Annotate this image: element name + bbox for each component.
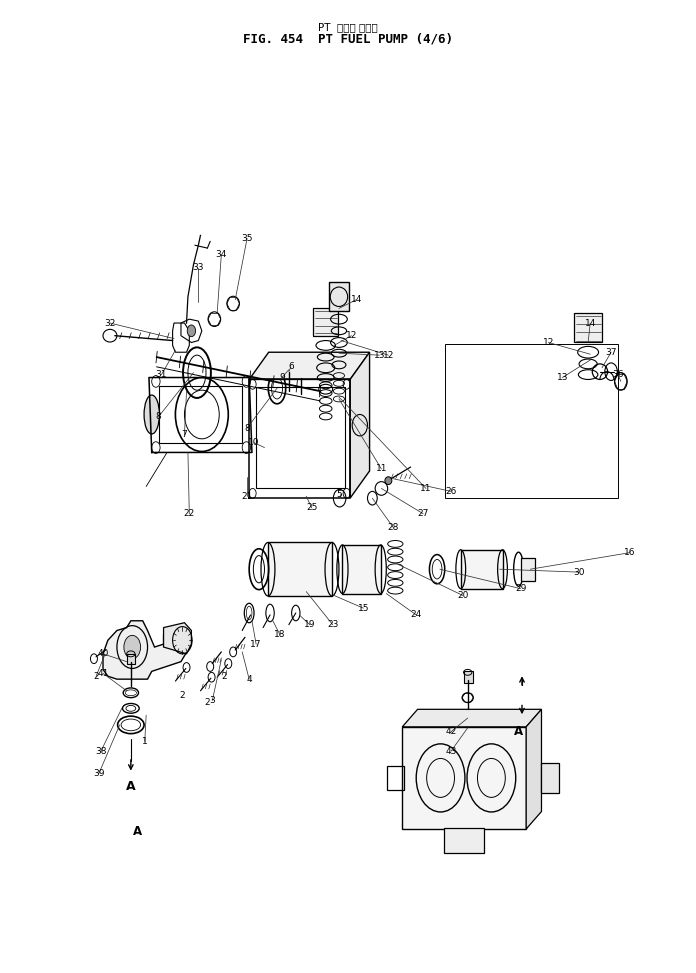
Bar: [541, 763, 559, 792]
Text: 14: 14: [351, 295, 362, 305]
Bar: [444, 828, 484, 853]
Text: 5: 5: [337, 489, 342, 499]
Text: 27: 27: [418, 509, 429, 519]
Text: 22: 22: [184, 509, 195, 519]
Polygon shape: [402, 709, 541, 727]
Text: 2: 2: [180, 691, 185, 701]
Bar: [256, 387, 345, 488]
Bar: [342, 545, 381, 594]
Text: 31: 31: [156, 370, 167, 379]
Text: 4: 4: [246, 674, 252, 684]
Polygon shape: [350, 352, 370, 498]
Text: A: A: [133, 825, 143, 839]
Text: 15: 15: [358, 603, 369, 613]
Circle shape: [187, 325, 196, 337]
Polygon shape: [526, 709, 541, 829]
Text: A: A: [126, 779, 136, 793]
Text: 30: 30: [574, 567, 585, 577]
Text: 13: 13: [557, 373, 568, 382]
Text: 8: 8: [156, 412, 161, 421]
Text: 37: 37: [606, 347, 617, 357]
Text: 43: 43: [445, 746, 457, 756]
Text: 42: 42: [445, 727, 457, 737]
Text: 28: 28: [388, 523, 399, 532]
Text: 33: 33: [193, 263, 204, 272]
Text: 21: 21: [242, 491, 253, 501]
Bar: [402, 727, 526, 829]
Ellipse shape: [144, 395, 159, 434]
Text: 19: 19: [304, 620, 315, 630]
Bar: [521, 558, 535, 581]
Bar: [313, 308, 338, 336]
Text: 17: 17: [251, 639, 262, 649]
Text: 35: 35: [242, 234, 253, 243]
Text: 20: 20: [457, 591, 468, 600]
Text: 26: 26: [445, 486, 457, 496]
Text: 23: 23: [327, 620, 338, 630]
Text: 29: 29: [515, 584, 526, 594]
Text: 36: 36: [612, 370, 624, 379]
Polygon shape: [164, 623, 191, 654]
Text: 12: 12: [383, 350, 394, 360]
Text: PT  フェル ボンプ: PT フェル ボンプ: [318, 22, 378, 32]
Ellipse shape: [297, 372, 304, 379]
Text: 40: 40: [97, 649, 109, 659]
Text: A: A: [514, 725, 523, 739]
Bar: [464, 671, 473, 683]
Text: 12: 12: [543, 338, 554, 347]
Ellipse shape: [385, 477, 392, 485]
Bar: [127, 654, 135, 664]
Bar: [445, 344, 618, 498]
Text: 25: 25: [306, 503, 317, 513]
Text: 32: 32: [104, 318, 116, 328]
Ellipse shape: [285, 366, 292, 374]
Text: 7: 7: [182, 430, 187, 440]
Text: 8: 8: [244, 423, 250, 433]
Text: 2: 2: [93, 671, 99, 681]
Bar: [159, 386, 242, 443]
Text: 41: 41: [97, 668, 109, 678]
Text: 24: 24: [411, 610, 422, 620]
Text: 38: 38: [95, 746, 106, 756]
Text: 10: 10: [248, 438, 260, 448]
Text: 2: 2: [221, 671, 227, 681]
Text: 14: 14: [585, 318, 596, 328]
Text: 2: 2: [205, 698, 210, 707]
Polygon shape: [103, 621, 191, 679]
Polygon shape: [249, 352, 370, 379]
Text: 11: 11: [420, 484, 432, 493]
Text: 1: 1: [142, 737, 148, 746]
Text: 39: 39: [93, 769, 104, 778]
Text: 16: 16: [624, 548, 635, 558]
Text: 11: 11: [376, 464, 387, 474]
Bar: [329, 282, 349, 311]
Text: FIG. 454  PT FUEL PUMP (4/6): FIG. 454 PT FUEL PUMP (4/6): [243, 32, 453, 46]
Text: 12: 12: [346, 331, 357, 341]
Bar: [461, 550, 503, 589]
Text: 6: 6: [288, 362, 294, 372]
Text: 9: 9: [279, 373, 285, 382]
Circle shape: [124, 635, 141, 659]
Text: 13: 13: [374, 350, 385, 360]
Text: 18: 18: [274, 630, 285, 639]
Text: 34: 34: [216, 250, 227, 260]
Bar: [574, 313, 602, 342]
Bar: [387, 767, 404, 790]
Bar: [268, 543, 332, 595]
Text: 3: 3: [209, 696, 215, 705]
